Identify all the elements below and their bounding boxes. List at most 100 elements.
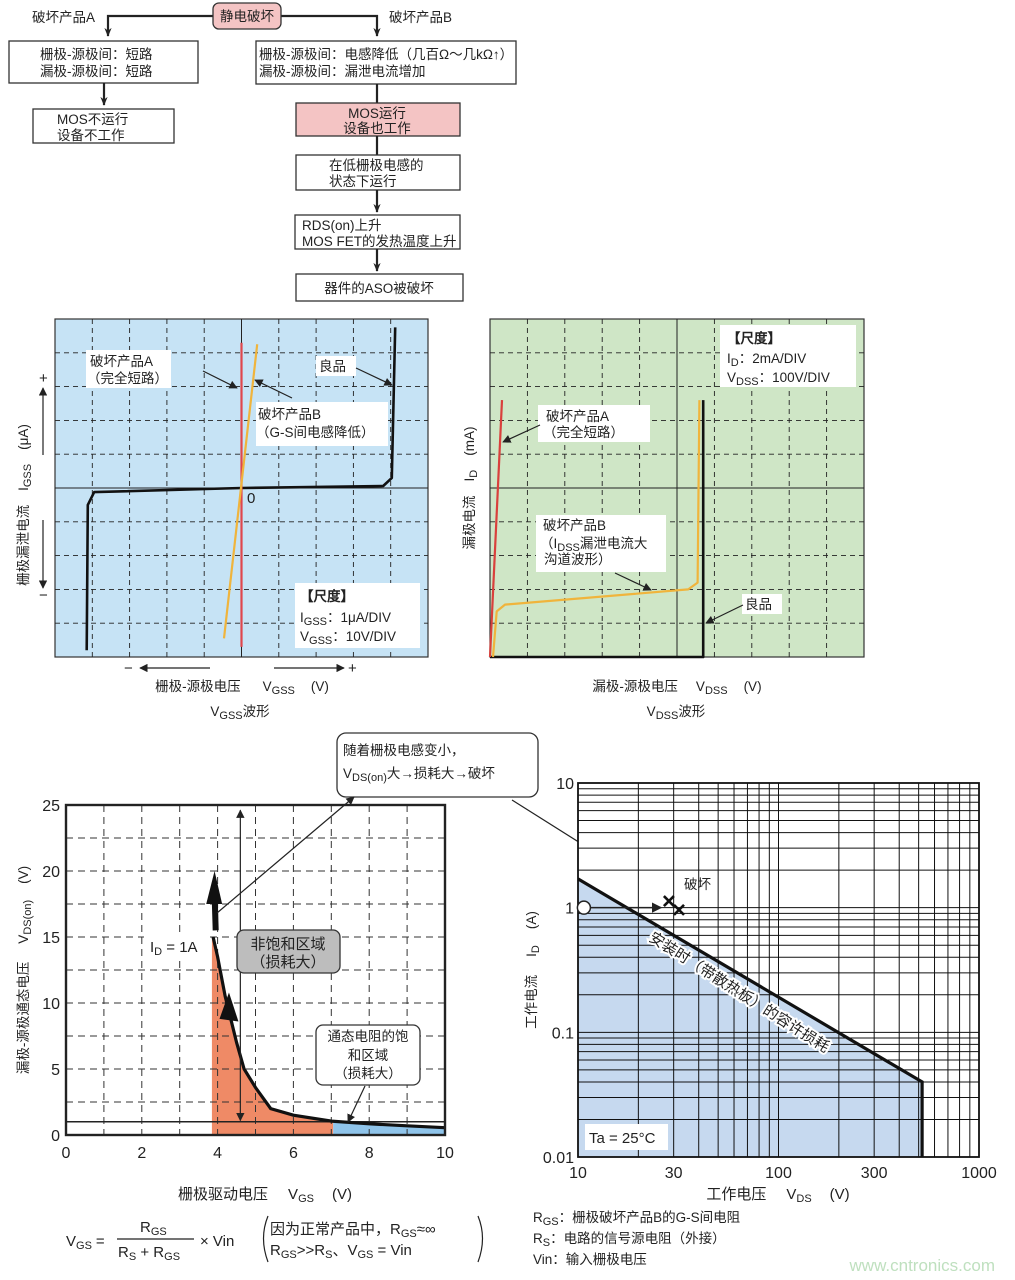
b-box-4-line1: RDS(on)上升 — [302, 218, 382, 233]
x-tick-label: 10 — [436, 1145, 454, 1162]
plot-frame — [64, 803, 447, 1137]
b-box-4 — [294, 214, 461, 250]
formula: VGS = RGS RS + RGS × Vin 因为正常产品中，RGS≈∞ RG… — [66, 1215, 484, 1263]
trend-arrow-head — [219, 992, 239, 1022]
b-box-4-line2: MOS FET的发热温度上升 — [302, 234, 457, 249]
formula-note2: RGS>>RS、VGS = Vin — [270, 1242, 412, 1261]
a-box-2 — [32, 108, 175, 144]
label-damaged-b-note: （IDSS漏泄电流大 — [540, 536, 647, 554]
x-plus: + — [348, 660, 357, 677]
b-box-5 — [295, 273, 464, 302]
trend-arrow-head — [206, 871, 223, 904]
failure-label: 破坏 — [684, 877, 712, 892]
note-rs: RS：电路的信号源电阻（外接） — [533, 1230, 726, 1249]
notes: RGS：栅极破坏产品B的G-S间电阻 RS：电路的信号源电阻（外接） Vin：输… — [533, 1210, 995, 1275]
y-tick-label: 10 — [42, 996, 60, 1013]
soa-chart: 10 30 100 300 1000 0.01 0.1 1 10 — [543, 776, 997, 1182]
y-tick-label: 5 — [51, 1062, 60, 1079]
note-rgs: RGS：栅极破坏产品B的G-S间电阻 — [533, 1210, 740, 1228]
a-box-1-line2: 漏极-源极间：短路 — [40, 64, 153, 79]
a-box-1-line1: 栅极-源极间：短路 — [40, 47, 153, 62]
vdson-chart: 0 2 4 6 8 10 0 5 10 15 20 25 — [42, 798, 454, 1162]
callout-line2: VDS(on)大→损耗大→破坏 — [343, 766, 495, 784]
series-label: ID = 1A — [150, 939, 198, 958]
scale-title: 【尺度】 — [727, 330, 781, 346]
root-node — [212, 2, 282, 30]
formula-times: × Vin — [200, 1233, 234, 1250]
series-line — [211, 936, 446, 1130]
b-box-3-line2: 状态下运行 — [329, 174, 397, 189]
x-axis-label: 漏极-源极电压 VDSS (V) — [592, 679, 761, 697]
x-tick-label: 100 — [765, 1165, 792, 1182]
region-label-saturated-2: 和区域 — [348, 1048, 389, 1063]
label-good: 良品 — [745, 597, 772, 612]
b-box-5-label: 器件的ASO被破坏 — [324, 281, 434, 296]
series-line — [490, 400, 705, 659]
x-tick-label: 30 — [665, 1165, 683, 1182]
y-axis-label: 漏极-源极通态电压VDS(on)(V) — [16, 866, 34, 1074]
label-damaged-a: 破坏产品A — [546, 409, 609, 424]
vdss-annotations: 【尺度】 ID：2mA/DIV VDSS：100V/DIV 破坏产品A （完全短… — [462, 325, 856, 722]
x-tick-label: 10 — [569, 1165, 587, 1182]
y-tick-label: 0.1 — [552, 1025, 574, 1042]
y-tick-label: 10 — [556, 776, 574, 793]
note-vin: Vin：输入栅极电压 — [533, 1252, 647, 1267]
arrow-to-a — [104, 14, 213, 37]
region-label-saturated: 通态电阻的饱 — [328, 1029, 409, 1044]
x-tick-label: 8 — [365, 1145, 374, 1162]
y-tick-label: 0 — [51, 1128, 60, 1145]
x-tick-label: 2 — [137, 1145, 146, 1162]
region-label-unsaturated-note: （损耗大） — [250, 954, 325, 971]
region-box-unsaturated — [236, 929, 341, 974]
label-damaged-b-note: （G-S间电感降低） — [256, 424, 375, 440]
formula-lhs: VGS = — [66, 1233, 105, 1252]
b-box-2-line1: MOS运行 — [348, 106, 406, 121]
branch-a-label: 破坏产品A — [32, 10, 95, 25]
region-label-unsaturated: 非饱和区域 — [250, 936, 325, 953]
x-tick-label: 0 — [62, 1145, 71, 1162]
b-box-2-line2: 设备也工作 — [343, 120, 411, 136]
b-box-1-line2: 漏极-源极间：漏泄电流增加 — [259, 64, 426, 79]
scale-title: 【尺度】 — [300, 588, 354, 604]
origin-label: 0 — [247, 490, 255, 507]
b-box-3-line1: 在低栅极电感的 — [329, 157, 424, 173]
a-box-2-line1: MOS不运行 — [57, 112, 128, 127]
y-axis-label: 工作电流ID(A) — [524, 911, 542, 1029]
region-label-saturated-note: （损耗大） — [334, 1066, 402, 1081]
vgss-annotations: 破坏产品A （完全短路） 良品 破坏产品B （G-S间电感降低） 0 【尺度】 … — [16, 350, 420, 722]
soa-fill — [578, 878, 923, 1157]
chart-caption: VGSS波形 — [210, 704, 270, 722]
soa-boundary — [577, 877, 924, 1157]
scale-vdss: VDSS：100V/DIV — [727, 370, 830, 388]
label-damaged-a-note: （完全短路） — [543, 424, 624, 440]
operating-point — [576, 900, 592, 915]
condition-label: Ta = 25°C — [589, 1130, 656, 1147]
formula-numerator: RGS — [140, 1219, 167, 1238]
label-damaged-b: 破坏产品B — [258, 407, 321, 422]
scale-id: ID：2mA/DIV — [727, 351, 806, 369]
b-box-1 — [255, 40, 517, 85]
vdson-annotations: 随着栅极电感变小， VDS(on)大→损耗大→破坏 ID = 1A 非饱和区域 … — [16, 732, 667, 1263]
failure-mark — [662, 895, 675, 907]
series-line — [491, 400, 701, 658]
x-minus: − — [124, 660, 133, 677]
x-tick-label: 300 — [861, 1165, 888, 1182]
flowchart: 静电破坏 破坏产品A 破坏产品B 栅极-源极间：短路 漏极-源极间：短路 MOS… — [8, 2, 517, 302]
y-minus: − — [39, 587, 48, 604]
y-tick-label: 1 — [565, 901, 574, 918]
y-axis-label: 栅极漏泄电流IGSS(μA) — [16, 424, 34, 586]
failure-mark — [673, 903, 685, 916]
callout-box — [336, 732, 539, 798]
label-damaged-b: 破坏产品B — [543, 518, 606, 533]
y-tick-label: 15 — [42, 930, 60, 947]
x-axis-label: 栅极驱动电压 VGS (V) — [178, 1186, 352, 1205]
label-good: 良品 — [319, 359, 346, 374]
b-box-3 — [295, 154, 461, 191]
arrow-to-b — [281, 14, 381, 37]
b-box-1-line1: 栅极-源极间：电感降低（几百Ω～几kΩ↑） — [259, 46, 513, 62]
x-tick-label: 1000 — [961, 1165, 997, 1182]
label-damaged-a: 破坏产品A — [90, 354, 153, 369]
y-tick-label: 25 — [42, 798, 60, 815]
x-axis-label: 栅极-源极电压 VGSS (V) — [155, 679, 329, 697]
formula-denominator: RS + RGS — [118, 1244, 180, 1263]
